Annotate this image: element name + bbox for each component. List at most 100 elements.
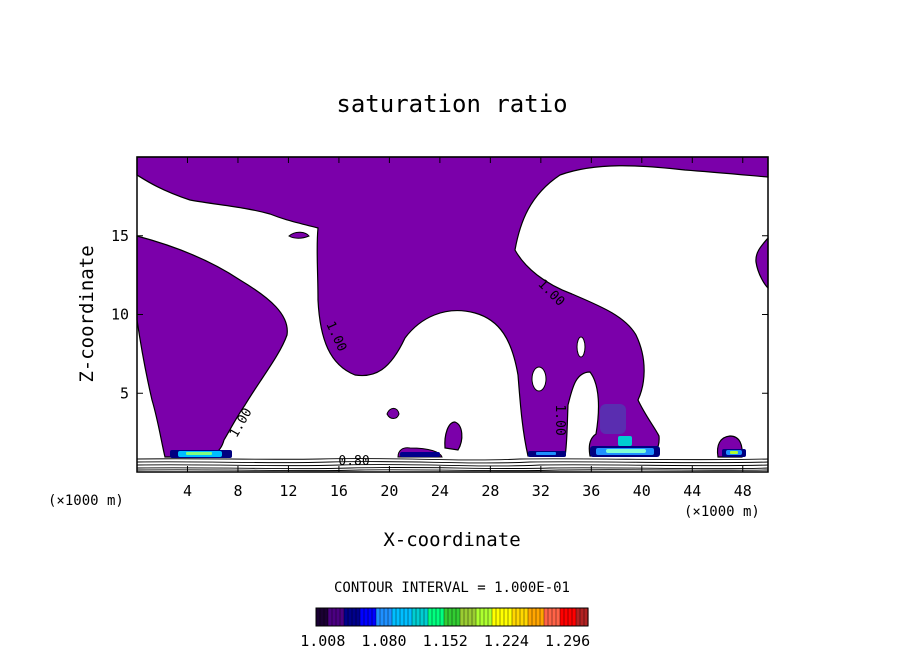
colorbar-swatch [520, 608, 525, 626]
colorbar-tick-label: 1.008 [300, 632, 345, 650]
colorbar-swatch [552, 608, 557, 626]
contour-label: 0.80 [338, 454, 369, 469]
colorbar-swatch [368, 608, 373, 626]
colorbar-swatch [424, 608, 429, 626]
colorbar-swatch [556, 608, 561, 626]
colorbar-swatch [524, 608, 529, 626]
x-unit-left: (×1000 m) [48, 493, 124, 509]
colorbar [315, 607, 589, 627]
x-tick-label: 8 [233, 482, 242, 500]
colorbar-swatch [348, 608, 353, 626]
colorbar-swatch [440, 608, 445, 626]
colorbar-swatch [536, 608, 541, 626]
x-tick-label: 32 [532, 482, 550, 500]
colorbar-swatch [384, 608, 389, 626]
colorbar-swatch [352, 608, 357, 626]
colorbar-tick-label: 1.296 [545, 632, 590, 650]
colorbar-swatch [436, 608, 441, 626]
supersaturated-cell-25 [444, 421, 463, 451]
x-tick-label: 4 [183, 482, 192, 500]
colorbar-swatch [332, 608, 337, 626]
colorbar-swatch [460, 608, 465, 626]
colorbar-swatch [444, 608, 449, 626]
x-tick-label: 44 [683, 482, 701, 500]
colorbar-tick-label: 1.224 [484, 632, 529, 650]
colorbar-swatch [372, 608, 377, 626]
colorbar-swatch [420, 608, 425, 626]
colorbar-swatch [572, 608, 577, 626]
colorbar-swatch [516, 608, 521, 626]
colorbar-swatch [432, 608, 437, 626]
colorbar-swatch [576, 608, 581, 626]
colorbar-swatch [508, 608, 513, 626]
colorbar-swatch [380, 608, 385, 626]
colorbar-swatch [584, 608, 589, 626]
x-unit-right: (×1000 m) [684, 504, 760, 520]
colorbar-swatch [356, 608, 361, 626]
colorbar-swatch [500, 608, 505, 626]
supersaturated-region-top [136, 156, 769, 457]
plot-area: 1.001.001.00 1.000.80 4 8 12 16 20 24 28 32 36 40 4… [111, 156, 769, 500]
colorbar-swatch [320, 608, 325, 626]
x-tick-label: 36 [582, 482, 600, 500]
colorbar-swatch [456, 608, 461, 626]
colorbar-swatch [560, 608, 565, 626]
colorbar-swatch [492, 608, 497, 626]
x-axis: 4 8 12 16 20 24 28 32 36 40 44 48 [183, 157, 752, 500]
colorbar-swatch [468, 608, 473, 626]
colorbar-swatch [392, 608, 397, 626]
colorbar-swatch [364, 608, 369, 626]
colorbar-swatch [360, 608, 365, 626]
x-tick-label: 20 [380, 482, 398, 500]
colorbar-swatch [376, 608, 381, 626]
colorbar-swatch [564, 608, 569, 626]
colorbar-swatch [336, 608, 341, 626]
unsaturated-hole [576, 336, 586, 358]
colorbar-swatch [548, 608, 553, 626]
supersaturated-region-left [136, 235, 288, 458]
colorbar-swatch [512, 608, 517, 626]
x-tick-label: 16 [330, 482, 348, 500]
colorbar-swatch [324, 608, 329, 626]
x-tick-label: 28 [481, 482, 499, 500]
x-axis-label: X-coordinate [383, 529, 520, 551]
colorbar-swatch [340, 608, 345, 626]
x-tick-label: 40 [633, 482, 651, 500]
unsaturated-hole [531, 366, 547, 392]
colorbar-swatch [452, 608, 457, 626]
x-tick-label: 48 [734, 482, 752, 500]
colorbar-swatch [464, 608, 469, 626]
colorbar-swatch [344, 608, 349, 626]
colorbar-swatch [396, 608, 401, 626]
colorbar-swatch [416, 608, 421, 626]
y-tick-label: 15 [111, 227, 129, 245]
high-saturation-cores [170, 404, 746, 458]
colorbar-swatch [484, 608, 489, 626]
colorbar-swatch [316, 608, 321, 626]
colorbar-swatch [540, 608, 545, 626]
colorbar-frame [315, 607, 589, 627]
colorbar-swatch [480, 608, 485, 626]
colorbar-swatch [476, 608, 481, 626]
colorbar-swatch [328, 608, 333, 626]
supersaturated-cell-14 [288, 231, 310, 239]
colorbar-swatch [400, 608, 405, 626]
colorbar-swatch [388, 608, 393, 626]
colorbar-swatch [496, 608, 501, 626]
colorbar-swatch [488, 608, 493, 626]
colorbar-swatch [580, 608, 585, 626]
colorbar-swatch [428, 608, 433, 626]
colorbar-labels: 1.008 1.080 1.152 1.224 1.296 [300, 632, 590, 650]
colorbar-swatch [404, 608, 409, 626]
supersaturated-region-right [755, 236, 769, 290]
colorbar-tick-label: 1.080 [361, 632, 406, 650]
contour-label: 1.00 [552, 404, 567, 435]
contour-interval-text: CONTOUR INTERVAL = 1.000E-01 [334, 580, 570, 596]
y-axis-label: Z-coordinate [76, 245, 98, 382]
colorbar-swatch [448, 608, 453, 626]
colorbar-swatch [472, 608, 477, 626]
supersaturated-cell-18 [386, 407, 400, 419]
ground-contours [136, 458, 769, 472]
colorbar-swatch [408, 608, 413, 626]
